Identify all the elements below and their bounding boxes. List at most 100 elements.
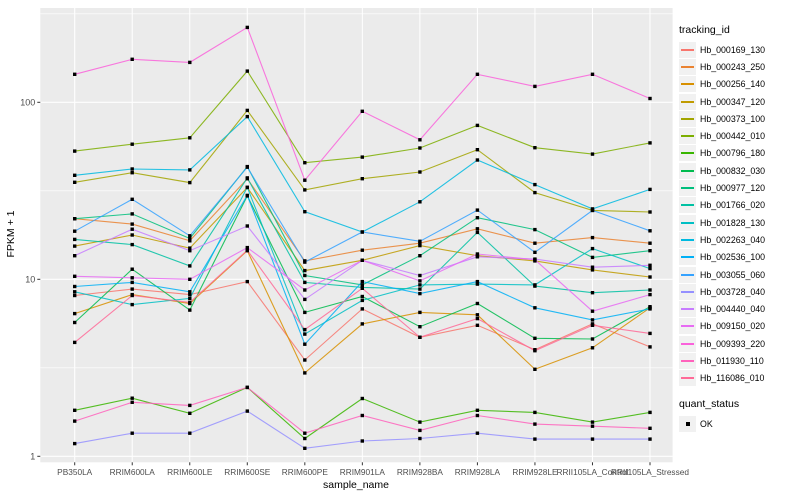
data-point-marker: [188, 136, 192, 140]
data-point-marker: [130, 197, 134, 201]
x-tick-label: RRIM901LA: [340, 467, 386, 477]
legend-label: Hb_002263_040: [700, 234, 766, 245]
data-point-marker: [418, 291, 422, 296]
data-point-marker: [418, 239, 422, 243]
data-point-marker: [303, 342, 307, 346]
data-point-marker: [360, 155, 364, 159]
legend-label: Hb_000169_130: [700, 44, 766, 55]
data-point-marker: [73, 237, 77, 242]
x-tick-label: RRIM600LA: [110, 467, 156, 477]
data-point-marker: [475, 301, 480, 306]
legend-key-swatch: [679, 335, 696, 352]
data-point-marker: [73, 72, 77, 76]
data-point-marker: [648, 141, 652, 145]
data-point-marker: [245, 165, 249, 169]
data-point-marker: [590, 424, 595, 428]
legend-label: Hb_009393_220: [700, 338, 766, 349]
data-point-marker: [418, 254, 422, 258]
data-point-marker: [418, 287, 422, 291]
data-point-marker: [475, 255, 480, 259]
legend-label: Hb_000347_120: [700, 96, 766, 107]
data-point-marker: [360, 322, 364, 326]
legend-entry-Hb_000832_030: Hb_000832_030: [679, 162, 799, 179]
legend-entry-Hb_000442_010: Hb_000442_010: [679, 127, 799, 145]
legend-entry-Hb_000256_140: Hb_000256_140: [679, 76, 799, 93]
data-point-marker: [73, 180, 77, 184]
data-point-marker: [418, 279, 422, 283]
legend-line-icon: [681, 377, 694, 380]
legend-entry-Hb_011930_110: Hb_011930_110: [679, 352, 799, 369]
data-point-marker: [418, 325, 422, 329]
data-point-marker: [418, 283, 422, 287]
data-point-marker: [475, 408, 480, 412]
data-point-marker: [73, 229, 77, 233]
data-point-marker: [360, 279, 364, 284]
legend-line-icon: [681, 359, 694, 362]
data-point-marker: [303, 446, 307, 450]
legend-key-swatch: [679, 231, 696, 248]
legend-title-quant-status: quant_status: [679, 397, 740, 410]
data-point-marker: [475, 216, 480, 220]
data-point-marker: [360, 230, 364, 234]
data-point-marker: [188, 411, 192, 415]
legend-label: Hb_000256_140: [700, 79, 766, 90]
legend-label: Hb_001766_020: [700, 200, 766, 211]
data-point-marker: [475, 279, 480, 284]
x-axis-title: sample_name: [323, 479, 389, 491]
data-point-marker: [188, 234, 192, 238]
x-tick-label: RRIM600SE: [224, 467, 271, 477]
data-point-marker: [188, 308, 192, 312]
legend-key-swatch: [679, 214, 696, 231]
data-point-marker: [475, 148, 480, 152]
data-point-marker: [648, 187, 652, 192]
legend-key-swatch: [679, 110, 696, 127]
data-point-marker: [245, 193, 249, 198]
data-point-marker: [188, 180, 192, 185]
data-point-marker: [590, 346, 595, 350]
data-point-marker: [245, 69, 249, 73]
data-point-marker: [73, 254, 77, 258]
data-point-marker: [418, 243, 422, 248]
data-point-marker: [188, 403, 192, 408]
data-point-marker: [475, 431, 480, 435]
legend-entry-Hb_001766_020: Hb_001766_020: [679, 197, 799, 214]
data-point-marker: [475, 323, 480, 327]
data-point-marker: [590, 309, 595, 313]
data-point-marker: [590, 291, 595, 295]
legend-key-swatch: [679, 180, 696, 197]
data-point-marker: [418, 428, 422, 433]
data-point-marker: [360, 439, 364, 443]
legend-key-swatch: [679, 283, 696, 300]
data-point-marker: [533, 422, 537, 426]
data-point-marker: [418, 138, 422, 142]
data-point-marker: [130, 400, 134, 404]
legend-label: Hb_116086_010: [700, 373, 765, 384]
data-point-marker: [418, 420, 422, 424]
data-point-marker: [303, 310, 307, 315]
legend-label: Hb_001828_130: [700, 217, 766, 228]
data-point-marker: [533, 190, 537, 195]
data-point-marker: [245, 245, 249, 250]
data-point-marker: [590, 265, 595, 269]
legend-key-swatch: [679, 318, 696, 335]
legend-label: Hb_000832_030: [700, 165, 766, 176]
data-point-marker: [475, 413, 480, 418]
data-point-marker: [533, 258, 537, 262]
legend-entry-Hb_000347_120: Hb_000347_120: [679, 93, 799, 110]
quant-status-section: quant_status OK: [679, 398, 799, 432]
legend-entry-Hb_001828_130: Hb_001828_130: [679, 214, 799, 231]
data-point-marker: [648, 266, 652, 271]
data-point-marker: [188, 246, 192, 250]
data-point-marker: [130, 287, 134, 291]
legend-line-icon: [681, 290, 694, 293]
legend-key-swatch: [679, 301, 696, 318]
data-point-marker: [188, 292, 192, 297]
data-point-marker: [130, 212, 134, 216]
data-point-marker: [130, 222, 134, 226]
legend-entry-Hb_004440_040: Hb_004440_040: [679, 300, 799, 318]
data-point-marker: [648, 292, 652, 297]
data-point-marker: [590, 208, 595, 213]
x-tick-label: RRIM928LE: [512, 467, 558, 477]
data-point-marker: [590, 318, 595, 322]
data-point-marker: [188, 431, 192, 435]
